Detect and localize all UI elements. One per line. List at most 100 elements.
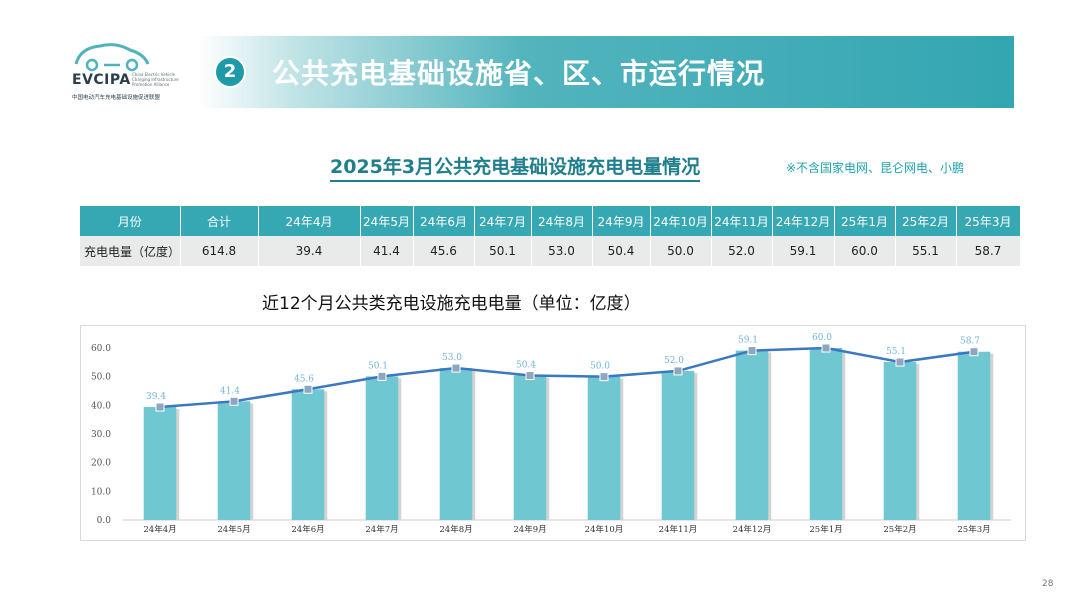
x-tick-label: 24年9月 (513, 524, 546, 535)
y-tick-label: 50.0 (91, 373, 111, 383)
data-label: 58.7 (960, 337, 980, 347)
table-header: 24年11月 (711, 206, 773, 236)
x-tick-label: 24年7月 (365, 524, 398, 535)
table-header: 合计 (180, 206, 259, 236)
bar (957, 351, 991, 520)
line-point (451, 363, 461, 373)
y-tick-label: 40.0 (91, 401, 111, 411)
table-header: 25年3月 (956, 206, 1021, 236)
data-label: 53.0 (442, 353, 462, 363)
bar (735, 350, 769, 520)
ev-car-logo-icon (74, 43, 150, 72)
y-tick-label: 10.0 (91, 487, 111, 497)
line-point (377, 371, 387, 381)
bar (587, 376, 621, 520)
line-point (303, 384, 313, 394)
table-header: 24年4月 (258, 206, 361, 236)
y-tick-label: 0.0 (97, 516, 112, 526)
table-header: 月份 (80, 206, 181, 236)
table-row-label: 充电电量（亿度） (80, 236, 181, 266)
table-cell: 39.4 (258, 236, 361, 266)
bar (661, 370, 695, 520)
charging-volume-table: 月份 合计 24年4月 24年5月 24年6月 24年7月 24年8月 24年9… (80, 206, 1021, 266)
bar (365, 376, 399, 520)
data-label: 50.1 (368, 361, 388, 371)
logo-brand-en: China Electric Vehicle Charging Infrastr… (132, 72, 179, 87)
table-header: 24年8月 (531, 206, 593, 236)
y-tick-label: 60.0 (91, 344, 111, 354)
line-point (895, 357, 905, 367)
data-label: 59.1 (738, 336, 758, 346)
line-point (599, 372, 609, 382)
x-tick-label: 25年1月 (809, 524, 842, 535)
line-point (747, 346, 757, 356)
chart-svg: 0.0 10.0 20.0 30.0 40.0 50.0 60.0 39.4 41.4 45.6 5… (91, 333, 1011, 535)
table-header: 25年1月 (834, 206, 896, 236)
bar (513, 375, 547, 520)
line-point (229, 396, 239, 406)
bar (439, 368, 473, 520)
x-tick-label: 24年8月 (439, 524, 472, 535)
table-cell: 52.0 (711, 236, 773, 266)
bar (217, 401, 251, 520)
table-header: 24年5月 (360, 206, 414, 236)
table-row: 充电电量（亿度） 614.8 39.4 41.4 45.6 50.1 53.0 … (80, 236, 1021, 266)
section-number-badge: 2 (214, 56, 246, 88)
line-point (155, 402, 165, 412)
x-tick-label: 24年11月 (659, 524, 698, 535)
x-tick-label: 24年4月 (143, 524, 176, 535)
data-label: 41.4 (220, 386, 240, 396)
evcipa-logo: EVCIPA China Electric Vehicle Charging I… (58, 38, 188, 106)
data-label: 45.6 (294, 374, 314, 384)
logo-brand: EVCIPA (72, 72, 131, 88)
table-cell: 50.1 (474, 236, 532, 266)
table-cell: 55.1 (895, 236, 957, 266)
data-label: 55.1 (886, 347, 906, 357)
bar (883, 362, 917, 520)
section-title: 公共充电基础设施省、区、市运行情况 (272, 57, 766, 90)
table-header: 24年9月 (592, 206, 651, 236)
table-header: 25年2月 (895, 206, 957, 236)
page-subtitle: 2025年3月公共充电基础设施充电电量情况 (330, 152, 701, 182)
x-tick-label: 25年2月 (883, 524, 916, 535)
line-point (673, 366, 683, 376)
table-cell: 60.0 (834, 236, 896, 266)
table-header: 24年10月 (650, 206, 712, 236)
line-point (821, 343, 831, 353)
series-line (159, 346, 975, 409)
table-header: 24年7月 (474, 206, 532, 236)
table-cell: 50.0 (650, 236, 712, 266)
data-label: 50.4 (516, 361, 536, 371)
table-cell: 45.6 (413, 236, 475, 266)
y-tick-label: 20.0 (91, 459, 111, 469)
table-cell: 53.0 (531, 236, 593, 266)
data-label: 52.0 (664, 356, 684, 366)
data-label: 39.4 (146, 392, 166, 402)
bar (809, 348, 843, 520)
exclusion-note: ※不含国家电网、昆仑网电、小鹏 (786, 161, 965, 175)
table-header: 24年12月 (772, 206, 835, 236)
table-cell: 614.8 (180, 236, 259, 266)
table-cell: 50.4 (592, 236, 651, 266)
x-tick-label: 24年10月 (585, 524, 624, 535)
x-tick-label: 25年3月 (957, 524, 990, 535)
bar (291, 389, 325, 520)
x-tick-label: 24年5月 (217, 524, 250, 535)
table-cell: 59.1 (772, 236, 835, 266)
table-cell: 41.4 (360, 236, 414, 266)
line-point (525, 371, 535, 381)
line-point (969, 347, 979, 357)
data-label: 50.0 (590, 362, 610, 372)
section-header-band (198, 36, 1014, 108)
table-header: 24年6月 (413, 206, 475, 236)
logo-brand-cn: 中国电动汽车充电基础设施促进联盟 (72, 95, 161, 101)
table-header-row: 月份 合计 24年4月 24年5月 24年6月 24年7月 24年8月 24年9… (80, 206, 1021, 236)
bar (143, 407, 177, 520)
table-cell: 58.7 (956, 236, 1021, 266)
x-tick-label: 24年6月 (291, 524, 324, 535)
data-label: 60.0 (812, 333, 832, 343)
chart-area: 0.0 10.0 20.0 30.0 40.0 50.0 60.0 39.4 41.4 45.6 5… (80, 325, 1026, 541)
page-number: 28 (1042, 579, 1054, 589)
chart-title: 近12个月公共类充电设施充电电量（单位：亿度） (262, 294, 641, 314)
y-tick-label: 30.0 (91, 430, 111, 440)
